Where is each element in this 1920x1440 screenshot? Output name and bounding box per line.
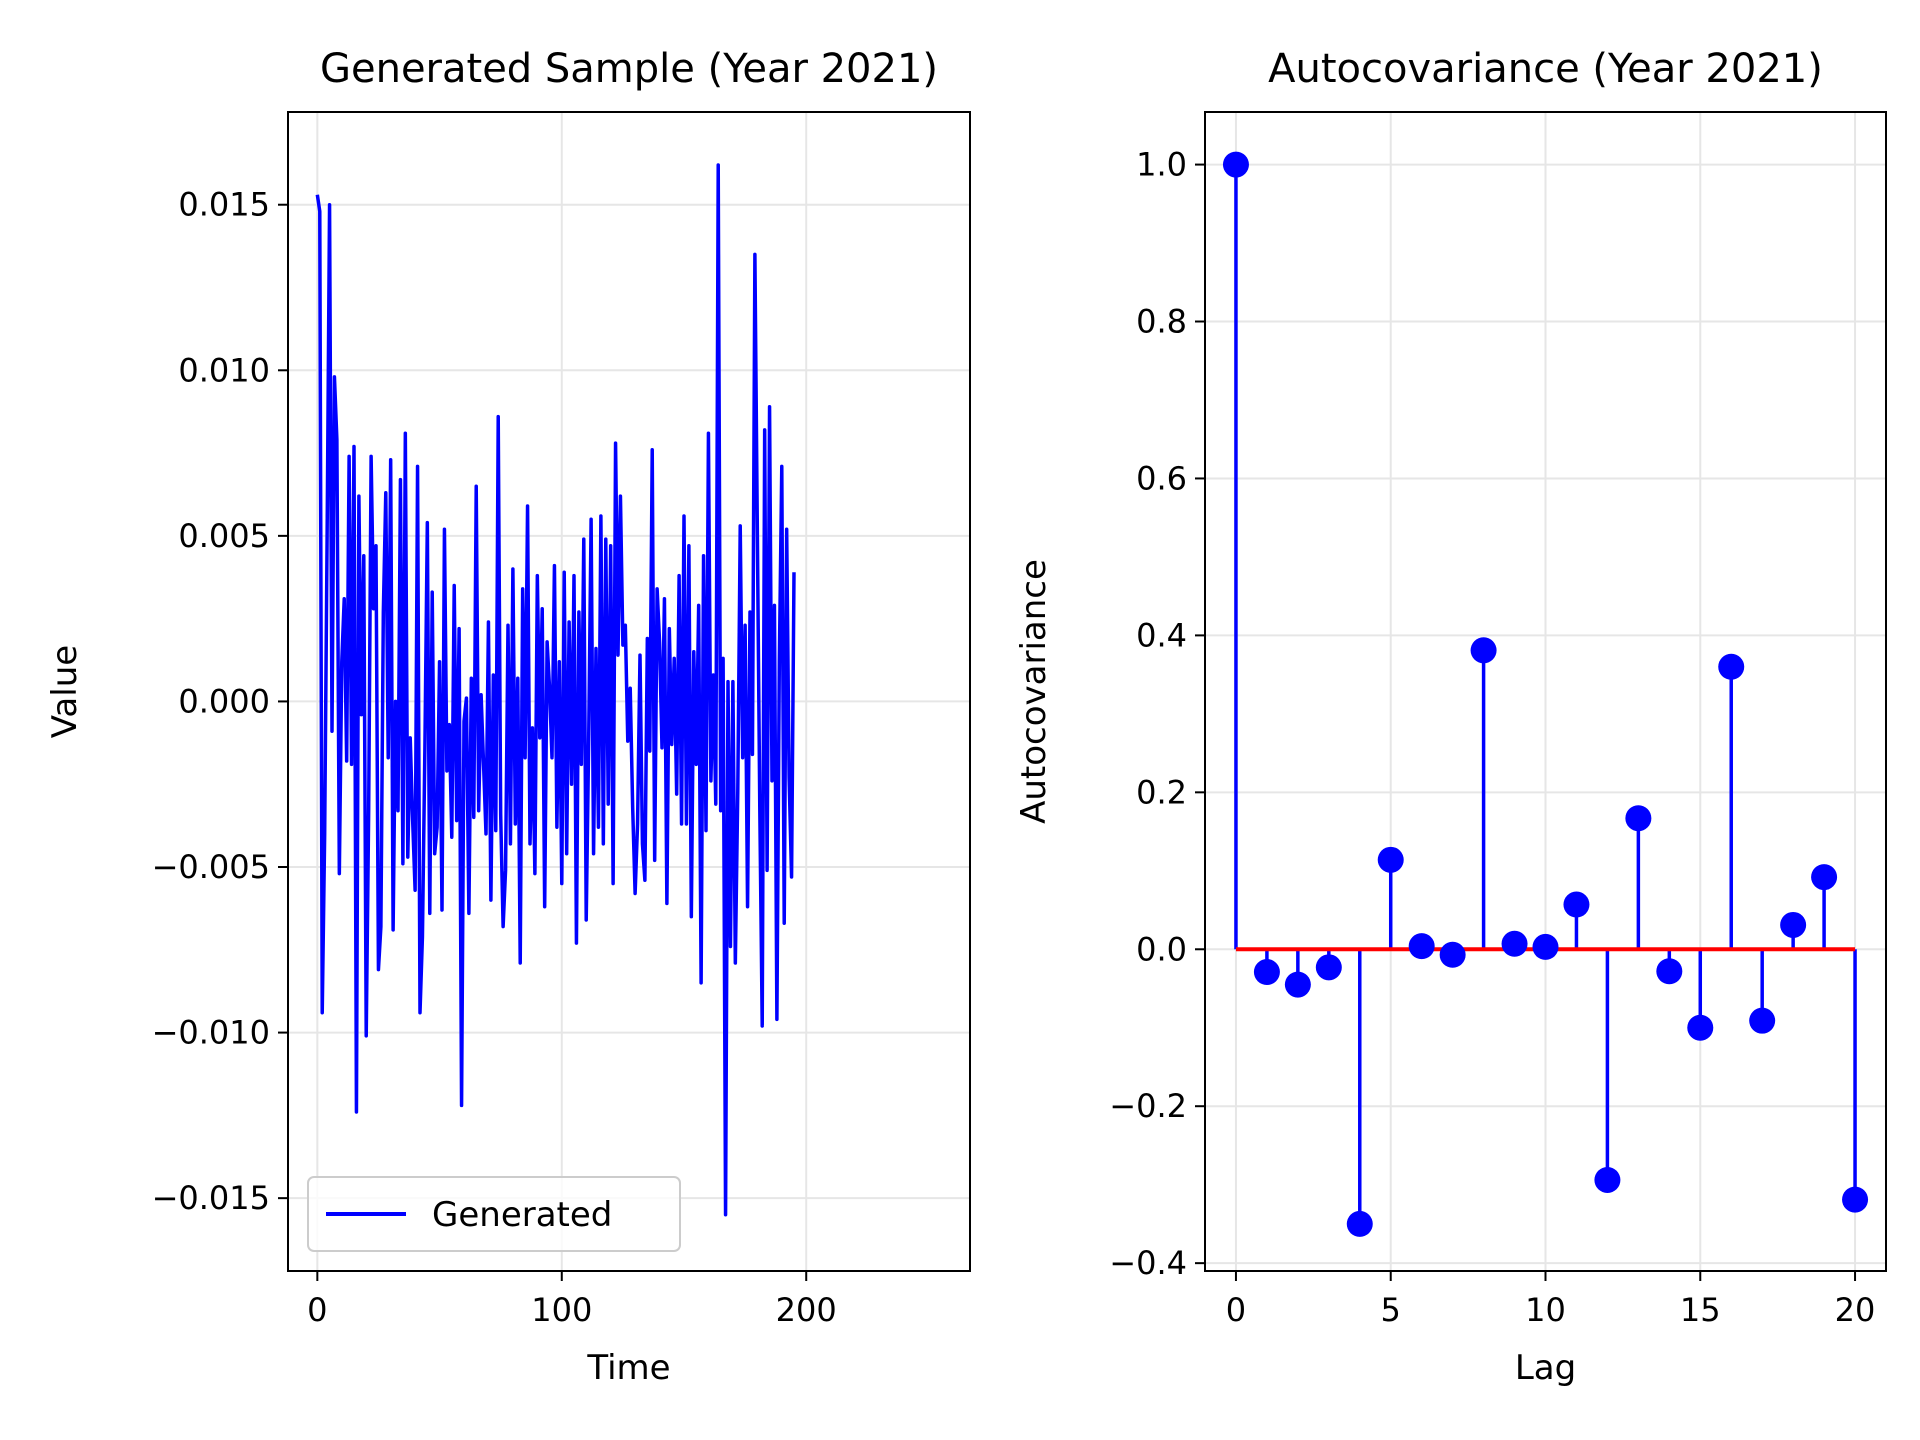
right-x-tick-label: 5 (1381, 1291, 1401, 1329)
stem-marker (1780, 911, 1807, 938)
right-x-ticks: 0 5 10 15 20 (1226, 1271, 1876, 1329)
left-axes-frame (287, 111, 971, 1272)
stem-marker (1253, 959, 1280, 986)
stem-marker (1811, 864, 1838, 891)
left-y-axis-label: Value (45, 645, 85, 738)
right-x-tick-label: 10 (1525, 1291, 1566, 1329)
stem-marker (1470, 637, 1497, 664)
legend-box (307, 1176, 681, 1252)
right-y-tick-label: 0.4 (1136, 616, 1187, 654)
autocovariance-markers (1222, 151, 1869, 1237)
stem-marker (1594, 1166, 1621, 1193)
right-y-ticks: 1.0 0.8 0.6 0.4 0.2 0.0 −0.2 −0.4 (1109, 146, 1205, 1282)
right-y-tick-label: 1.0 (1136, 146, 1187, 184)
legend: Generated (307, 1176, 681, 1252)
stem-marker (1346, 1210, 1373, 1237)
right-x-tick-label: 0 (1226, 1291, 1246, 1329)
left-x-tick-label: 200 (776, 1291, 837, 1329)
right-y-tick-label: −0.4 (1109, 1244, 1187, 1282)
right-x-tick-label: 20 (1835, 1291, 1876, 1329)
stem-marker (1284, 971, 1311, 998)
stem-marker (1625, 805, 1652, 832)
stem-marker (1408, 933, 1435, 960)
stem-marker (1687, 1014, 1714, 1041)
stem-marker (1532, 933, 1559, 960)
autocovariance-chart: 0 5 10 15 20 1.0 0.8 0.6 0.4 0.2 0.0 −0.2 −0.4 Auto… (1014, 46, 1887, 1388)
right-x-axis-label: Lag (1515, 1348, 1576, 1388)
left-y-tick-label: 0.000 (178, 682, 270, 720)
stem-marker (1718, 653, 1745, 680)
generated-series (315, 163, 796, 1217)
stem-marker (1501, 930, 1528, 957)
left-chart-title: Generated Sample (Year 2021) (320, 46, 938, 92)
right-y-tick-label: 0.0 (1136, 930, 1187, 968)
right-y-tick-label: −0.2 (1109, 1087, 1187, 1125)
left-x-axis-label: Time (586, 1348, 670, 1388)
left-y-tick-label: 0.010 (178, 351, 270, 389)
left-x-tick-label: 100 (531, 1291, 592, 1329)
stem-marker (1439, 941, 1466, 968)
right-y-tick-label: 0.2 (1136, 773, 1187, 811)
stem-marker (1749, 1007, 1776, 1034)
right-chart-title: Autocovariance (Year 2021) (1268, 46, 1823, 92)
left-y-ticks: 0.015 0.010 0.005 0.000 −0.005 −0.010 −0.015 (152, 186, 288, 1217)
left-x-ticks: 0 100 200 (307, 1271, 837, 1329)
stem-marker (1315, 954, 1342, 981)
right-x-tick-label: 15 (1680, 1291, 1721, 1329)
right-y-tick-label: 0.6 (1136, 459, 1187, 497)
generated-line (315, 163, 796, 1217)
left-y-tick-label: 0.015 (178, 186, 270, 224)
legend-label: Generated (432, 1195, 612, 1235)
right-y-tick-label: 0.8 (1136, 303, 1187, 341)
left-y-tick-label: 0.005 (178, 517, 270, 555)
left-y-tick-label: −0.005 (152, 848, 270, 886)
left-y-tick-label: −0.015 (152, 1179, 270, 1217)
stem-marker (1842, 1186, 1869, 1213)
stem-marker (1377, 846, 1404, 873)
stem-marker (1222, 151, 1249, 178)
right-y-axis-label: Autocovariance (1014, 559, 1054, 824)
stem-marker (1656, 958, 1683, 985)
time-series-chart: 0 100 200 0.015 0.010 0.005 0.000 −0.005 −0.010… (45, 46, 971, 1388)
left-x-tick-label: 0 (307, 1291, 327, 1329)
left-y-tick-label: −0.010 (152, 1014, 270, 1052)
stem-marker (1563, 891, 1590, 918)
